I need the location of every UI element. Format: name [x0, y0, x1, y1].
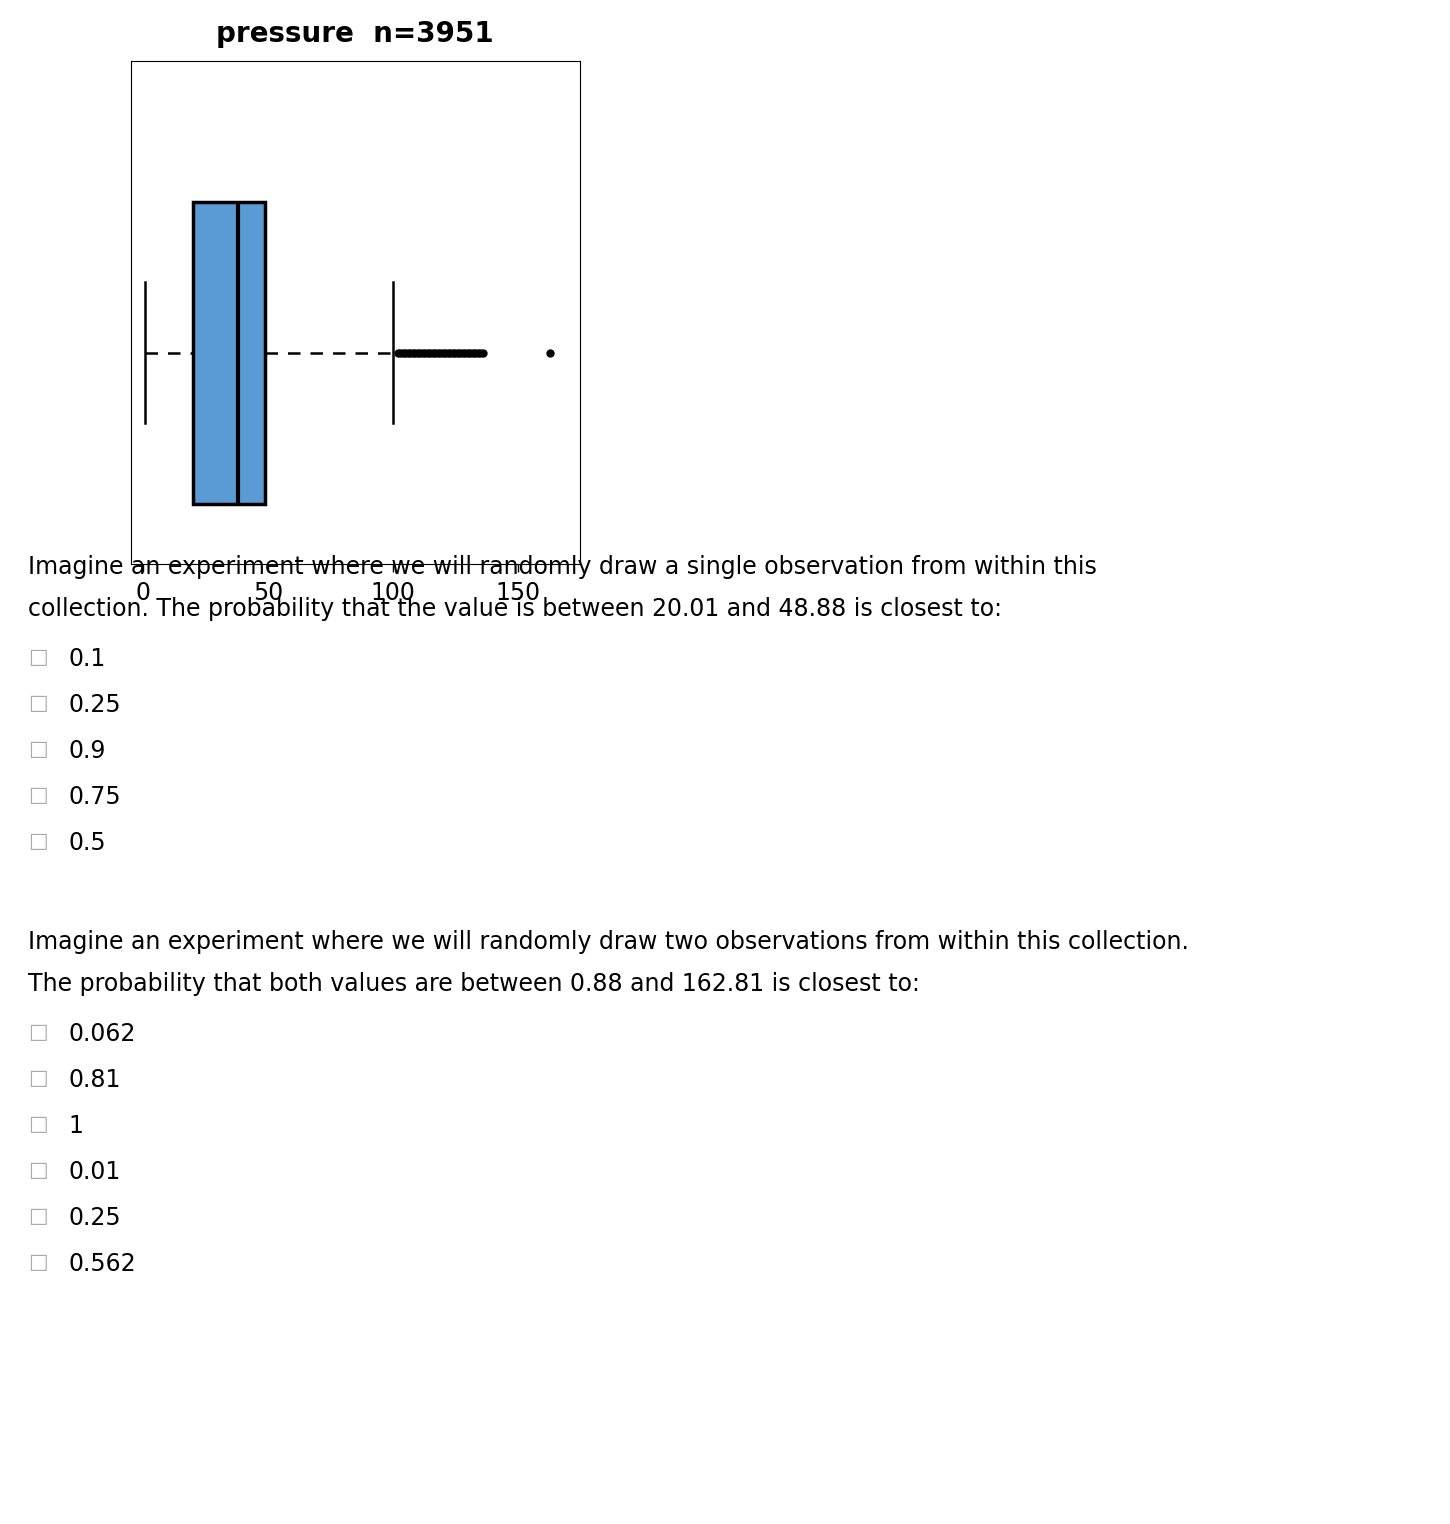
Text: 0.1: 0.1: [68, 648, 106, 671]
Text: 0.75: 0.75: [68, 785, 120, 809]
Title: pressure  n=3951: pressure n=3951: [216, 20, 494, 47]
Text: □: □: [28, 1160, 48, 1180]
Text: 0.5: 0.5: [68, 831, 106, 855]
Text: □: □: [28, 1114, 48, 1134]
Text: 1: 1: [68, 1114, 83, 1138]
Text: 0.81: 0.81: [68, 1068, 120, 1093]
Text: 0.01: 0.01: [68, 1160, 120, 1184]
Text: □: □: [28, 1205, 48, 1225]
Text: □: □: [28, 1068, 48, 1088]
Text: □: □: [28, 739, 48, 759]
Bar: [193, 201, 265, 503]
Text: Imagine an experiment where we will randomly draw two observations from within t: Imagine an experiment where we will rand…: [28, 930, 1189, 954]
Text: collection. The probability that the value is between 20.01 and 48.88 is closest: collection. The probability that the val…: [28, 597, 1002, 620]
Text: □: □: [28, 831, 48, 850]
Text: □: □: [28, 648, 48, 668]
Text: The probability that both values are between 0.88 and 162.81 is closest to:: The probability that both values are bet…: [28, 972, 919, 997]
Text: □: □: [28, 785, 48, 805]
Text: 0.25: 0.25: [68, 1205, 120, 1230]
Text: □: □: [28, 1023, 48, 1042]
Text: 0.062: 0.062: [68, 1023, 135, 1045]
Text: 0.25: 0.25: [68, 693, 120, 716]
Text: 0.562: 0.562: [68, 1253, 136, 1276]
Text: 0.9: 0.9: [68, 739, 106, 764]
Text: Imagine an experiment where we will randomly draw a single observation from with: Imagine an experiment where we will rand…: [28, 555, 1096, 579]
Text: □: □: [28, 693, 48, 713]
Text: □: □: [28, 1253, 48, 1273]
